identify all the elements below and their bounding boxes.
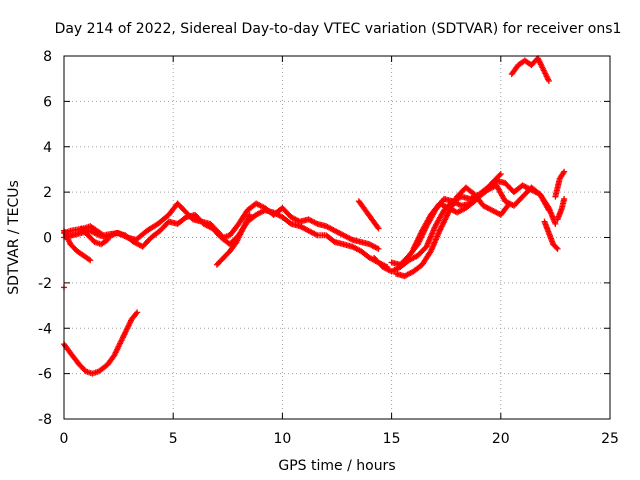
series-track-6 [78,225,111,248]
x-axis-label: GPS time / hours [278,458,395,474]
x-tick-label: 0 [60,431,69,447]
grid [64,56,610,419]
data-point [375,245,382,252]
data-point [561,168,568,175]
y-tick-label: 2 [43,185,52,201]
data-point [246,211,253,218]
data-point [506,200,513,207]
series-track-16 [508,55,552,84]
data-point [375,225,382,232]
data-point [497,170,504,177]
x-tick-label: 20 [492,431,510,447]
y-tick-label: 8 [43,49,52,65]
series-track-12 [410,170,504,252]
plot-frame [63,55,611,420]
data-point [545,77,552,84]
data-point [496,172,503,179]
series-track-7 [213,211,253,268]
y-tick-label: 0 [43,231,52,247]
data-point [545,207,552,214]
data-point [505,201,512,208]
y-tick-label: -4 [38,321,52,337]
y-tick-label: -6 [38,367,52,383]
data-point [85,256,92,263]
data-point [104,236,111,243]
data-point [134,309,141,316]
data-point [103,237,110,244]
data-point [553,244,560,251]
series-track-5 [61,227,94,264]
y-tick-label: -8 [38,412,52,428]
series-track-4 [61,207,391,270]
x-tick-label: 15 [383,431,401,447]
x-tick-label: 25 [601,431,619,447]
series-track-10 [388,182,552,268]
data-point [552,220,559,227]
data-point [374,224,381,231]
chart-title: Day 214 of 2022, Sidereal Day-to-day VTE… [55,21,622,37]
data-series [61,55,568,377]
y-axis-label: SDTVAR / TECUs [6,180,22,295]
y-tick-label: 4 [43,140,52,156]
y-tick-label: 6 [43,94,52,110]
series-track-1 [61,309,141,377]
data-point [554,245,561,252]
x-tick-label: 10 [273,431,291,447]
series-track-3 [61,200,382,252]
series-track-13 [541,218,561,252]
data-point [561,195,568,202]
tick-labels: 0 5 10 15 20 25 -8 -6 -4 -2 0 2 4 6 8 [38,49,619,447]
series-track-15 [554,195,568,223]
data-point [87,257,94,264]
y-tick-label: -2 [38,276,52,292]
series-track-14 [552,168,568,200]
series-track-8 [355,198,382,232]
x-tick-label: 5 [169,431,178,447]
